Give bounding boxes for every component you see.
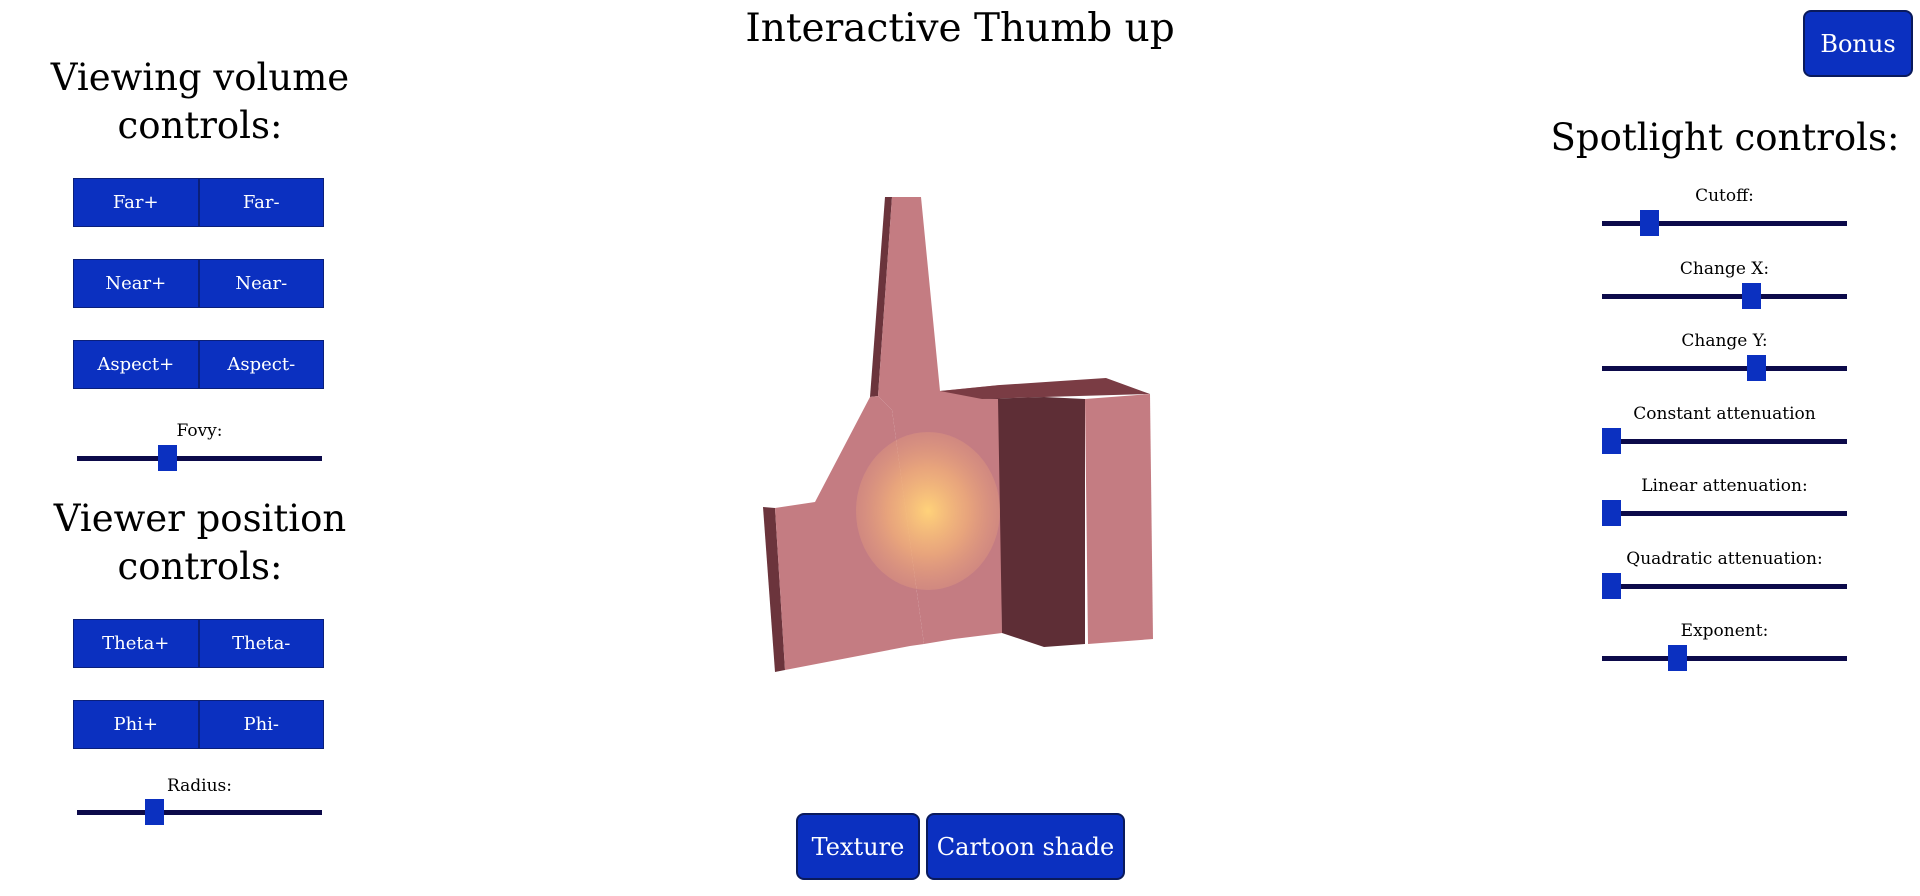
radius-slider-thumb[interactable] [144,799,164,825]
cartoon-shade-button[interactable]: Cartoon shade [926,813,1125,880]
spotlight-slider[interactable] [1602,427,1847,454]
spotlight-slider-label: Linear attenuation: [1641,476,1808,496]
spotlight-slider-thumb[interactable] [1742,282,1762,309]
spotlight-slider[interactable] [1602,500,1847,526]
spotlight-slider-track[interactable] [1602,438,1847,444]
spotlight-slider-thumb[interactable] [1602,572,1621,599]
spotlight-slider-label: Cutoff: [1695,186,1754,206]
spotlight-slider-track[interactable] [1602,221,1847,226]
spotlight-glow [856,432,1000,590]
spotlight-slider-thumb[interactable] [1602,500,1621,526]
fovy-slider-track[interactable] [77,456,322,461]
phi-minus-button[interactable]: Phi- [198,700,324,749]
spotlight-slider-label: Quadratic attenuation: [1626,548,1823,569]
far-button-group: Far+ Far- [73,178,324,227]
spotlight-slider-label: Constant attenuation [1633,403,1816,424]
fovy-slider[interactable] [77,445,322,471]
phi-plus-button[interactable]: Phi+ [73,700,199,749]
spotlight-slider-thumb[interactable] [1602,427,1621,454]
spotlight-slider[interactable] [1602,282,1847,309]
near-plus-button[interactable]: Near+ [73,259,199,308]
spotlight-slider-track[interactable] [1602,511,1847,516]
radius-label: Radius: [166,776,233,796]
phi-button-group: Phi+ Phi- [73,700,324,749]
fovy-label: Fovy: [176,421,223,441]
spotlight-slider-thumb[interactable] [1667,645,1687,671]
bonus-button[interactable]: Bonus [1803,10,1913,77]
fovy-slider-thumb[interactable] [158,445,178,471]
spotlight-slider[interactable] [1602,572,1847,599]
spotlight-slider-track[interactable] [1602,583,1847,589]
page-title: Interactive Thumb up [745,6,1175,51]
spotlight-slider-label: Change Y: [1681,331,1768,351]
near-minus-button[interactable]: Near- [198,259,324,308]
aspect-minus-button[interactable]: Aspect- [198,340,324,389]
spotlight-slider-thumb[interactable] [1640,210,1660,236]
spotlight-slider[interactable] [1602,210,1847,236]
viewer-position-heading: Viewer position controls: [53,497,347,588]
theta-plus-button[interactable]: Theta+ [73,619,199,668]
spotlight-slider-thumb[interactable] [1746,355,1766,381]
spotlight-slider[interactable] [1602,355,1847,381]
spotlight-slider-label: Change X: [1679,258,1770,279]
webgl-canvas[interactable] [740,180,1190,700]
near-button-group: Near+ Near- [73,259,324,308]
viewing-volume-heading: Viewing volume controls: [50,56,350,147]
theta-minus-button[interactable]: Theta- [198,619,324,668]
spotlight-slider-track[interactable] [1602,366,1847,371]
spotlight-slider-track[interactable] [1602,656,1847,661]
far-minus-button[interactable]: Far- [198,178,324,227]
theta-button-group: Theta+ Theta- [73,619,324,668]
spotlight-slider[interactable] [1602,645,1847,671]
spotlight-slider-label: Exponent: [1680,621,1769,641]
radius-slider[interactable] [77,799,322,825]
aspect-button-group: Aspect+ Aspect- [73,340,324,389]
radius-slider-track[interactable] [77,810,322,815]
aspect-plus-button[interactable]: Aspect+ [73,340,199,389]
texture-button[interactable]: Texture [796,813,920,880]
spotlight-slider-track[interactable] [1602,293,1847,299]
far-plus-button[interactable]: Far+ [73,178,199,227]
thumb-up-model [763,197,1153,672]
spotlight-heading: Spotlight controls: [1550,116,1900,159]
